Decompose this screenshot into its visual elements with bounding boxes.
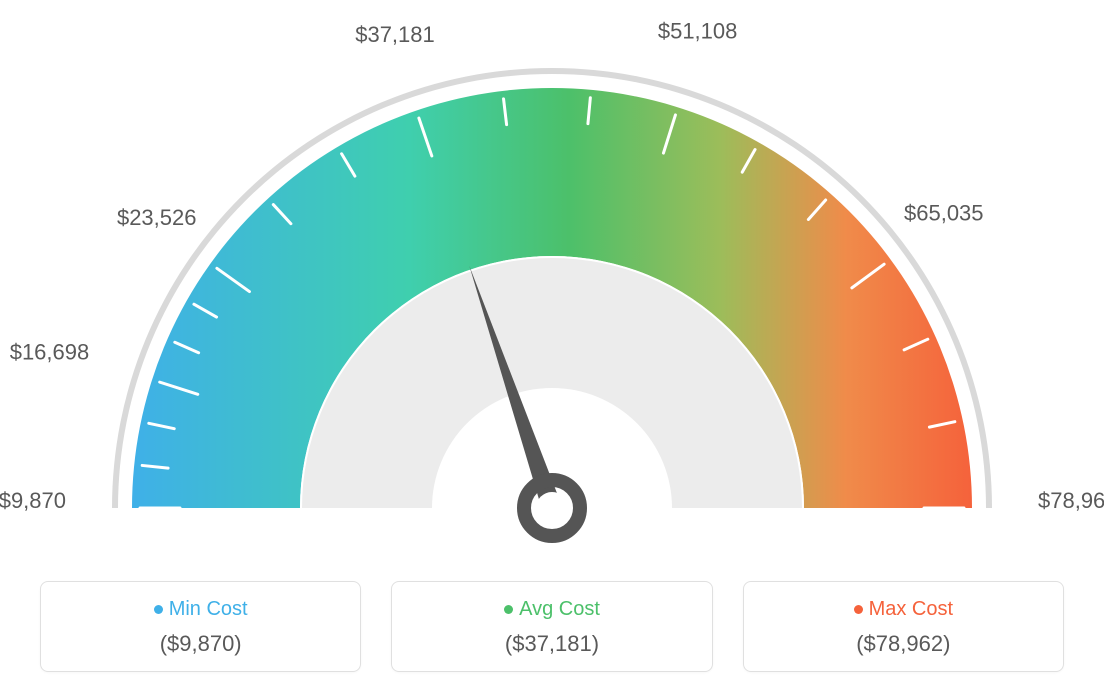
legend-title-min: Min Cost [51,598,350,621]
tick-label: $78,962 [1038,488,1104,513]
legend-card-min: Min Cost ($9,870) [40,581,361,672]
tick-label: $37,181 [355,22,435,47]
tick-label: $9,870 [0,488,66,513]
legend-title-text: Min Cost [169,598,248,620]
legend-dot-avg [504,605,513,614]
legend-title-avg: Avg Cost [402,598,701,621]
tick-label: $51,108 [658,18,738,43]
legend-value-max: ($78,962) [754,631,1053,657]
legend-title-max: Max Cost [754,598,1053,621]
legend-title-text: Avg Cost [519,598,600,620]
legend-value-avg: ($37,181) [402,631,701,657]
tick-label: $23,526 [117,205,197,230]
gauge-chart-container: $9,870 $16,698 $23,526 $37,181 $51,108 $65,03… [0,0,1104,690]
legend-value-min: ($9,870) [51,631,350,657]
legend-dot-max [854,605,863,614]
legend-title-text: Max Cost [869,598,953,620]
gauge-svg: $9,870 $16,698 $23,526 $37,181 $51,108 $65,03… [0,0,1104,560]
legend-card-avg: Avg Cost ($37,181) [391,581,712,672]
legend-dot-min [154,605,163,614]
legend-card-max: Max Cost ($78,962) [743,581,1064,672]
tick-label: $16,698 [10,340,90,365]
legend-row: Min Cost ($9,870) Avg Cost ($37,181) Max Cos… [0,581,1104,672]
needle-hub-inner [536,492,568,524]
tick-label: $65,035 [904,200,984,225]
